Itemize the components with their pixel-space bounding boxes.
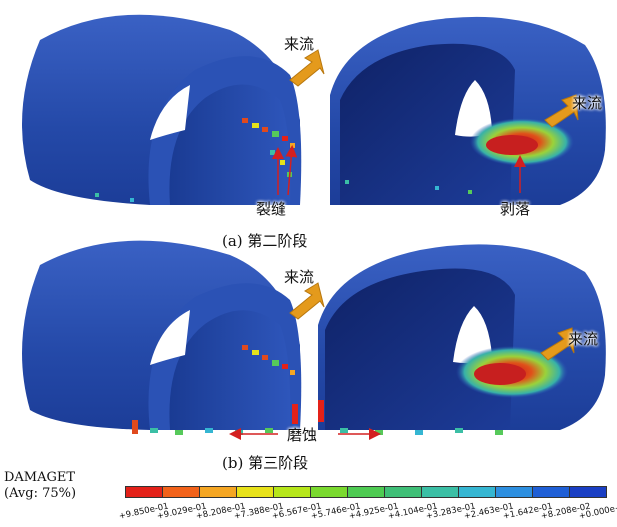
color-scale-ticks: +9.850e-01 +9.029e-01 +8.208e-01 +7.388e-01… [118,500,617,527]
color-scale-segment [126,487,163,497]
color-scale-segment [237,487,274,497]
color-scale-segment [422,487,459,497]
spall-label: 剥落 [500,200,531,218]
flow-label-a-right: 来流 [572,94,603,112]
flow-label-b-right: 来流 [568,330,599,348]
color-scale-segment [348,487,385,497]
flow-arrow-b-left [289,282,325,320]
color-scale-segment [274,487,311,497]
color-scale-segment [200,487,237,497]
legend-title-line1: DAMAGET [4,470,76,485]
caption-a: (a) 第二阶段 [222,232,308,250]
tunnel-a-left [22,14,302,206]
tunnel-b-right [318,244,606,435]
tunnel-a-right [330,16,606,205]
flow-arrow-a-right [544,94,579,128]
color-scale-segment [163,487,200,497]
legend-title-line2: (Avg: 75%) [4,486,77,501]
color-scale-segment [459,487,496,497]
legend-title: DAMAGET (Avg: 75%) [4,470,76,502]
tunnel-b-left [22,240,302,435]
flow-label-a-left: 来流 [284,35,315,53]
crack-label: 裂缝 [256,200,287,218]
flow-arrow-a-left [289,49,325,87]
flow-arrow-b-right [540,327,575,361]
color-scale-segment [385,487,422,497]
crack-pointer-arrows [272,145,298,196]
debris-a-right [345,180,472,194]
caption-b: (b) 第三阶段 [222,454,309,472]
color-scale-segment [570,487,606,497]
color-scale-segment [533,487,570,497]
color-scale-segment [496,487,533,497]
crack-marks-b [242,345,295,375]
erosion-label: 磨蚀 [287,426,318,444]
color-scale-bar [125,486,607,498]
color-scale-segment [311,487,348,497]
flow-label-b-left: 来流 [284,268,315,286]
